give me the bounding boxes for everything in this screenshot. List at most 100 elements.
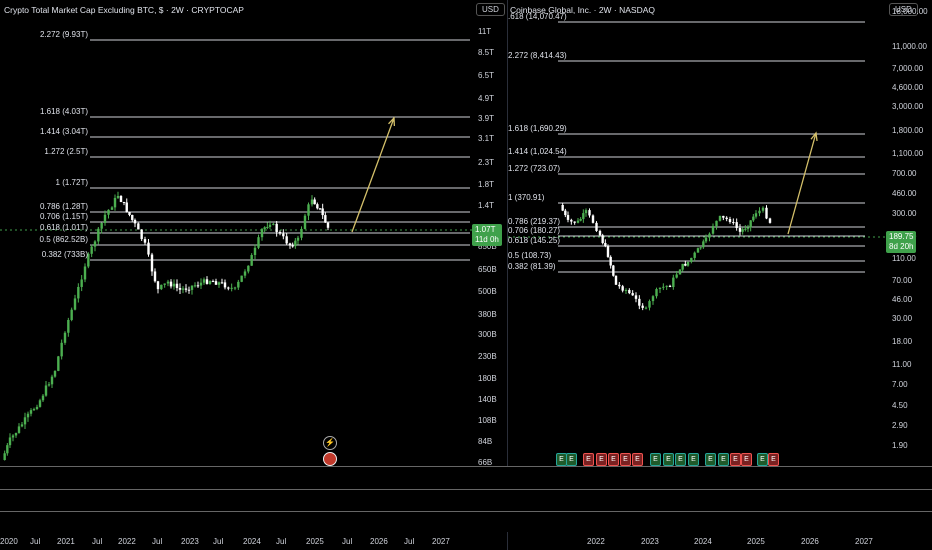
right-candle [696, 248, 700, 253]
earnings-marker[interactable]: E [632, 453, 643, 466]
earnings-marker[interactable]: E [688, 453, 699, 466]
left-candle [307, 204, 310, 216]
right-candle [601, 235, 604, 244]
left-chart-canvas[interactable] [0, 0, 472, 466]
left-y-tick: 1.8T [478, 180, 495, 189]
left-x-tick: 2023 [181, 537, 199, 546]
right-y-tick: 1,800.00 [892, 126, 924, 135]
earnings-marker[interactable]: E [705, 453, 716, 466]
right-fib-label: 0.5 (108.73) [508, 251, 552, 260]
left-candle [47, 384, 51, 386]
left-chart-pane[interactable]: Crypto Total Market Cap Excluding BTC, $… [0, 0, 472, 466]
pane-divider[interactable] [507, 0, 508, 550]
right-fib-label: 1.272 (723.07) [508, 164, 561, 173]
right-candle [725, 217, 728, 220]
left-candle [187, 289, 191, 291]
left-x-tick: 2020 [0, 537, 18, 546]
earnings-marker[interactable]: E [620, 453, 631, 466]
right-price-label: 189.75 [889, 232, 914, 241]
left-candle [166, 281, 170, 284]
right-price-axis[interactable]: USD 18,000.00 11,000.00 7,000.00 4,600.00 3,… [886, 0, 932, 466]
left-candle [240, 275, 243, 282]
right-candle [644, 307, 648, 309]
right-candle [561, 205, 564, 211]
left-x-tick: 2021 [57, 537, 75, 546]
left-fib-label: 1 (1.72T) [55, 178, 88, 187]
right-fib-label: 0.382 (81.39) [508, 262, 556, 271]
right-fib-label: 1.618 (1,690.29) [508, 124, 567, 133]
right-currency-button[interactable]: USD [889, 3, 918, 16]
left-candle [318, 208, 322, 210]
right-candle [718, 215, 722, 221]
left-candle [257, 237, 260, 248]
left-price-axis[interactable]: USD 11T 8.5T 6.5T 4.9T 3.9T 3.1T 2.3T 1.8T 1.4T 1… [472, 0, 507, 467]
left-candle [313, 199, 316, 205]
left-y-tick: 4.9T [478, 94, 495, 103]
left-fib-label: 1.414 (3.04T) [39, 127, 88, 136]
left-candle [14, 432, 18, 436]
right-candle [595, 222, 598, 231]
earnings-marker[interactable]: E [718, 453, 729, 466]
left-chart-title: Crypto Total Market Cap Excluding BTC, $… [4, 5, 244, 15]
left-x-tick: 2025 [306, 537, 324, 546]
left-candle [11, 435, 15, 438]
left-candle [107, 209, 110, 215]
left-candle [205, 279, 209, 284]
left-candle [208, 281, 212, 284]
flag-icon[interactable] [323, 452, 337, 466]
left-candle [237, 281, 240, 288]
right-candle [761, 207, 765, 211]
left-candle [93, 241, 97, 247]
left-x-tick: 2022 [118, 537, 136, 546]
left-candle [77, 286, 80, 299]
left-candle [38, 400, 42, 407]
right-chart-canvas[interactable] [508, 0, 886, 466]
right-candle [579, 218, 582, 221]
left-y-tick: 84B [478, 437, 493, 446]
earnings-marker[interactable]: E [663, 453, 674, 466]
left-candle [266, 226, 269, 228]
left-currency-button[interactable]: USD [476, 3, 505, 16]
lightning-icon[interactable]: ⚡ [323, 436, 337, 450]
left-candle [137, 223, 140, 230]
right-x-tick: 2023 [641, 537, 659, 546]
left-candle [175, 283, 179, 288]
right-fib-label: 1.414 (1,024.54) [508, 147, 567, 156]
left-candle [156, 281, 160, 290]
earnings-marker[interactable]: E [583, 453, 594, 466]
left-candle [160, 284, 163, 290]
right-projection-line [787, 132, 817, 235]
right-candle [749, 220, 752, 228]
right-y-tick: 460.00 [892, 189, 917, 198]
left-fib-label: 0.618 (1.01T) [39, 223, 88, 232]
left-y-tick: 300B [478, 330, 497, 339]
indicator-panel-3[interactable] [0, 511, 932, 532]
earnings-marker[interactable]: E [596, 453, 607, 466]
right-candle [690, 257, 693, 262]
earnings-marker[interactable]: E [650, 453, 661, 466]
earnings-marker[interactable]: E [566, 453, 577, 466]
right-y-tick: 11,000.00 [892, 42, 927, 51]
indicator-panel-1[interactable] [0, 466, 932, 489]
left-candle [133, 219, 137, 224]
right-y-tick: 46.00 [892, 295, 913, 304]
earnings-marker[interactable]: E [741, 453, 752, 466]
left-candle [253, 247, 257, 256]
right-candle [735, 222, 738, 228]
right-candle [638, 298, 641, 306]
right-candle [708, 233, 711, 238]
earnings-marker[interactable]: E [730, 453, 741, 466]
left-candle [303, 215, 307, 229]
earnings-marker[interactable]: E [757, 453, 768, 466]
left-y-tick: 650B [478, 265, 497, 274]
earnings-marker[interactable]: E [675, 453, 686, 466]
left-candle [29, 410, 33, 414]
indicator-panel-2[interactable] [0, 489, 932, 511]
right-candle [648, 301, 651, 308]
earnings-marker[interactable]: E [608, 453, 619, 466]
right-chart-pane[interactable]: Coinbase Global, Inc. · 2W · NASDAQ .618… [508, 0, 886, 466]
right-y-tick: 18,000.00 [892, 7, 928, 16]
left-candle [60, 342, 63, 357]
earnings-marker[interactable]: E [768, 453, 779, 466]
left-candle [230, 287, 233, 289]
